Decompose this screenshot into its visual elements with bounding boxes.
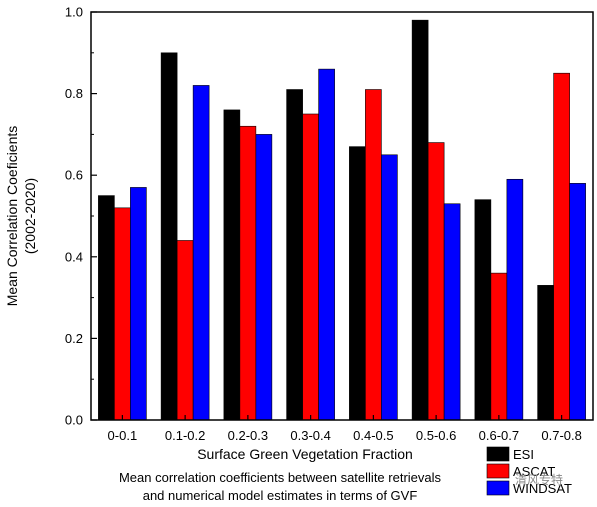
bar-ascat-0.6-0.7 bbox=[490, 272, 508, 421]
x-tick-label: 0.1-0.2 bbox=[165, 428, 205, 443]
bar-ascat-0.1-0.2 bbox=[176, 240, 194, 421]
legend-swatch-windsat bbox=[486, 480, 510, 496]
bar-ascat-0-0.1 bbox=[114, 207, 131, 421]
x-tick-label: 0.5-0.6 bbox=[416, 428, 456, 443]
y-tick-label: 0.2 bbox=[65, 331, 83, 346]
x-tick-label: 0.2-0.3 bbox=[228, 428, 268, 443]
x-axis-title: Surface Green Vegetation Fraction bbox=[197, 446, 413, 462]
y-axis-title-line2: (2002-2020) bbox=[22, 178, 38, 254]
bar-esi-0-0.1 bbox=[98, 195, 115, 421]
watermark-text: 清风专特 bbox=[515, 472, 563, 487]
bar-windsat-0.6-0.7 bbox=[506, 178, 524, 421]
bar-esi-0.6-0.7 bbox=[474, 199, 492, 421]
annotation-line2: and numerical model estimates in terms o… bbox=[143, 488, 418, 503]
bar-windsat-0.7-0.8 bbox=[569, 183, 586, 421]
bar-ascat-0.7-0.8 bbox=[553, 72, 570, 421]
bar-esi-0.5-0.6 bbox=[411, 19, 429, 421]
y-tick-label: 1.0 bbox=[65, 5, 83, 20]
bar-esi-0.7-0.8 bbox=[537, 285, 554, 421]
y-tick-label: 0.0 bbox=[65, 413, 83, 428]
y-axis: 0.0 0.2 0.4 0.6 0.8 1.0 bbox=[65, 5, 97, 428]
bar-windsat-0.2-0.3 bbox=[255, 134, 273, 421]
bar-esi-0.1-0.2 bbox=[160, 52, 178, 421]
bar-ascat-0.3-0.4 bbox=[302, 113, 319, 421]
bar-esi-0.3-0.4 bbox=[286, 89, 303, 421]
x-tick-label: 0.3-0.4 bbox=[290, 428, 330, 443]
x-tick-label: 0-0.1 bbox=[108, 428, 138, 443]
bars-group bbox=[98, 19, 586, 421]
legend-label-ascat: ASCAT bbox=[513, 464, 555, 479]
legend: ESI ASCAT WINDSAT bbox=[486, 446, 572, 496]
bar-esi-0.4-0.5 bbox=[349, 146, 366, 421]
annotation-line1: Mean correlation coefficients between sa… bbox=[119, 470, 442, 485]
bar-ascat-0.2-0.3 bbox=[239, 125, 257, 421]
y-tick-label: 0.4 bbox=[65, 249, 83, 264]
bar-windsat-0.4-0.5 bbox=[381, 154, 398, 421]
x-tick-label: 0.6-0.7 bbox=[479, 428, 519, 443]
bar-windsat-0.5-0.6 bbox=[443, 203, 461, 421]
y-tick-label: 0.8 bbox=[65, 86, 83, 101]
y-axis-title-line1: Mean Correlation Coeficients bbox=[4, 126, 20, 307]
bar-ascat-0.5-0.6 bbox=[427, 142, 445, 421]
x-tick-label: 0.4-0.5 bbox=[353, 428, 393, 443]
bar-windsat-0.3-0.4 bbox=[318, 68, 335, 421]
x-axis: 0-0.1 0.1-0.2 0.2-0.3 0.3-0.4 0.4-0.5 0.5-0.6… bbox=[108, 415, 582, 443]
y-tick-label: 0.6 bbox=[65, 168, 83, 183]
legend-swatch-esi bbox=[486, 446, 510, 462]
bar-ascat-0.4-0.5 bbox=[365, 89, 382, 421]
x-tick-label: 0.7-0.8 bbox=[541, 428, 581, 443]
legend-label-esi: ESI bbox=[513, 447, 534, 462]
bar-windsat-0.1-0.2 bbox=[192, 85, 210, 421]
legend-swatch-ascat bbox=[486, 463, 510, 479]
bar-windsat-0-0.1 bbox=[130, 187, 147, 421]
legend-label-windsat: WINDSAT bbox=[513, 481, 572, 496]
bar-esi-0.2-0.3 bbox=[223, 109, 241, 421]
